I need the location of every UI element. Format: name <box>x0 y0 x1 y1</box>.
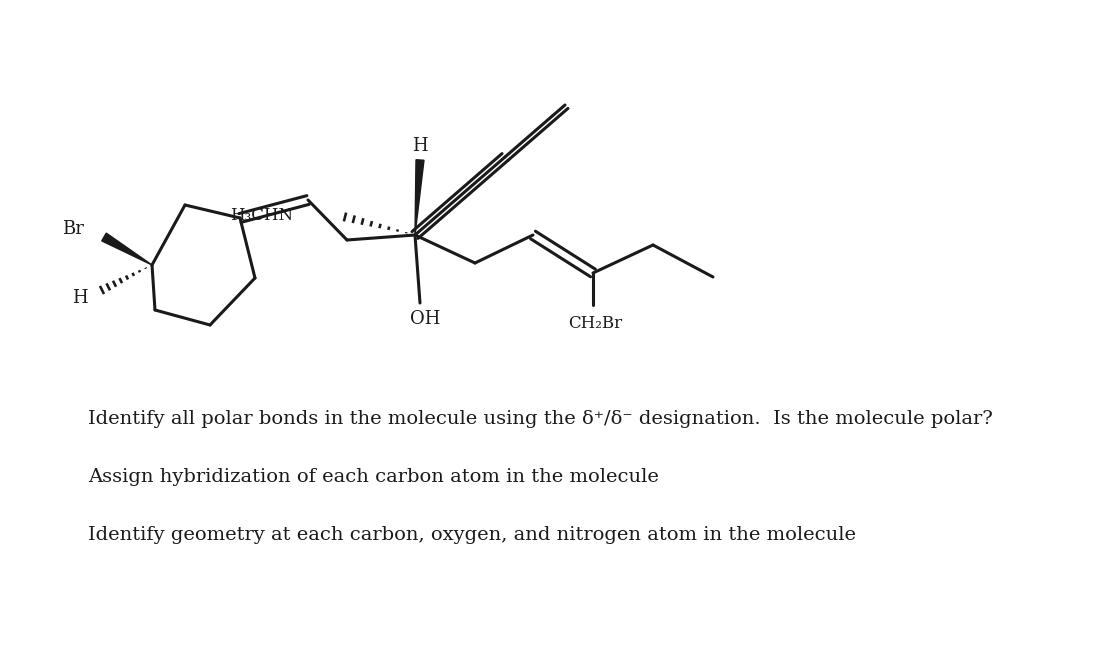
Text: CH₂Br: CH₂Br <box>568 314 622 332</box>
Polygon shape <box>415 160 424 235</box>
Text: H: H <box>413 137 428 155</box>
Text: Identify geometry at each carbon, oxygen, and nitrogen atom in the molecule: Identify geometry at each carbon, oxygen… <box>88 526 856 544</box>
Text: Assign hybridization of each carbon atom in the molecule: Assign hybridization of each carbon atom… <box>88 468 659 486</box>
Text: Identify all polar bonds in the molecule using the δ⁺/δ⁻ designation.  Is the mo: Identify all polar bonds in the molecule… <box>88 410 993 428</box>
Text: H₃CHN: H₃CHN <box>230 206 292 224</box>
Text: H: H <box>72 289 88 307</box>
Polygon shape <box>101 233 152 265</box>
Text: OH: OH <box>410 310 440 328</box>
Text: Br: Br <box>62 220 85 238</box>
